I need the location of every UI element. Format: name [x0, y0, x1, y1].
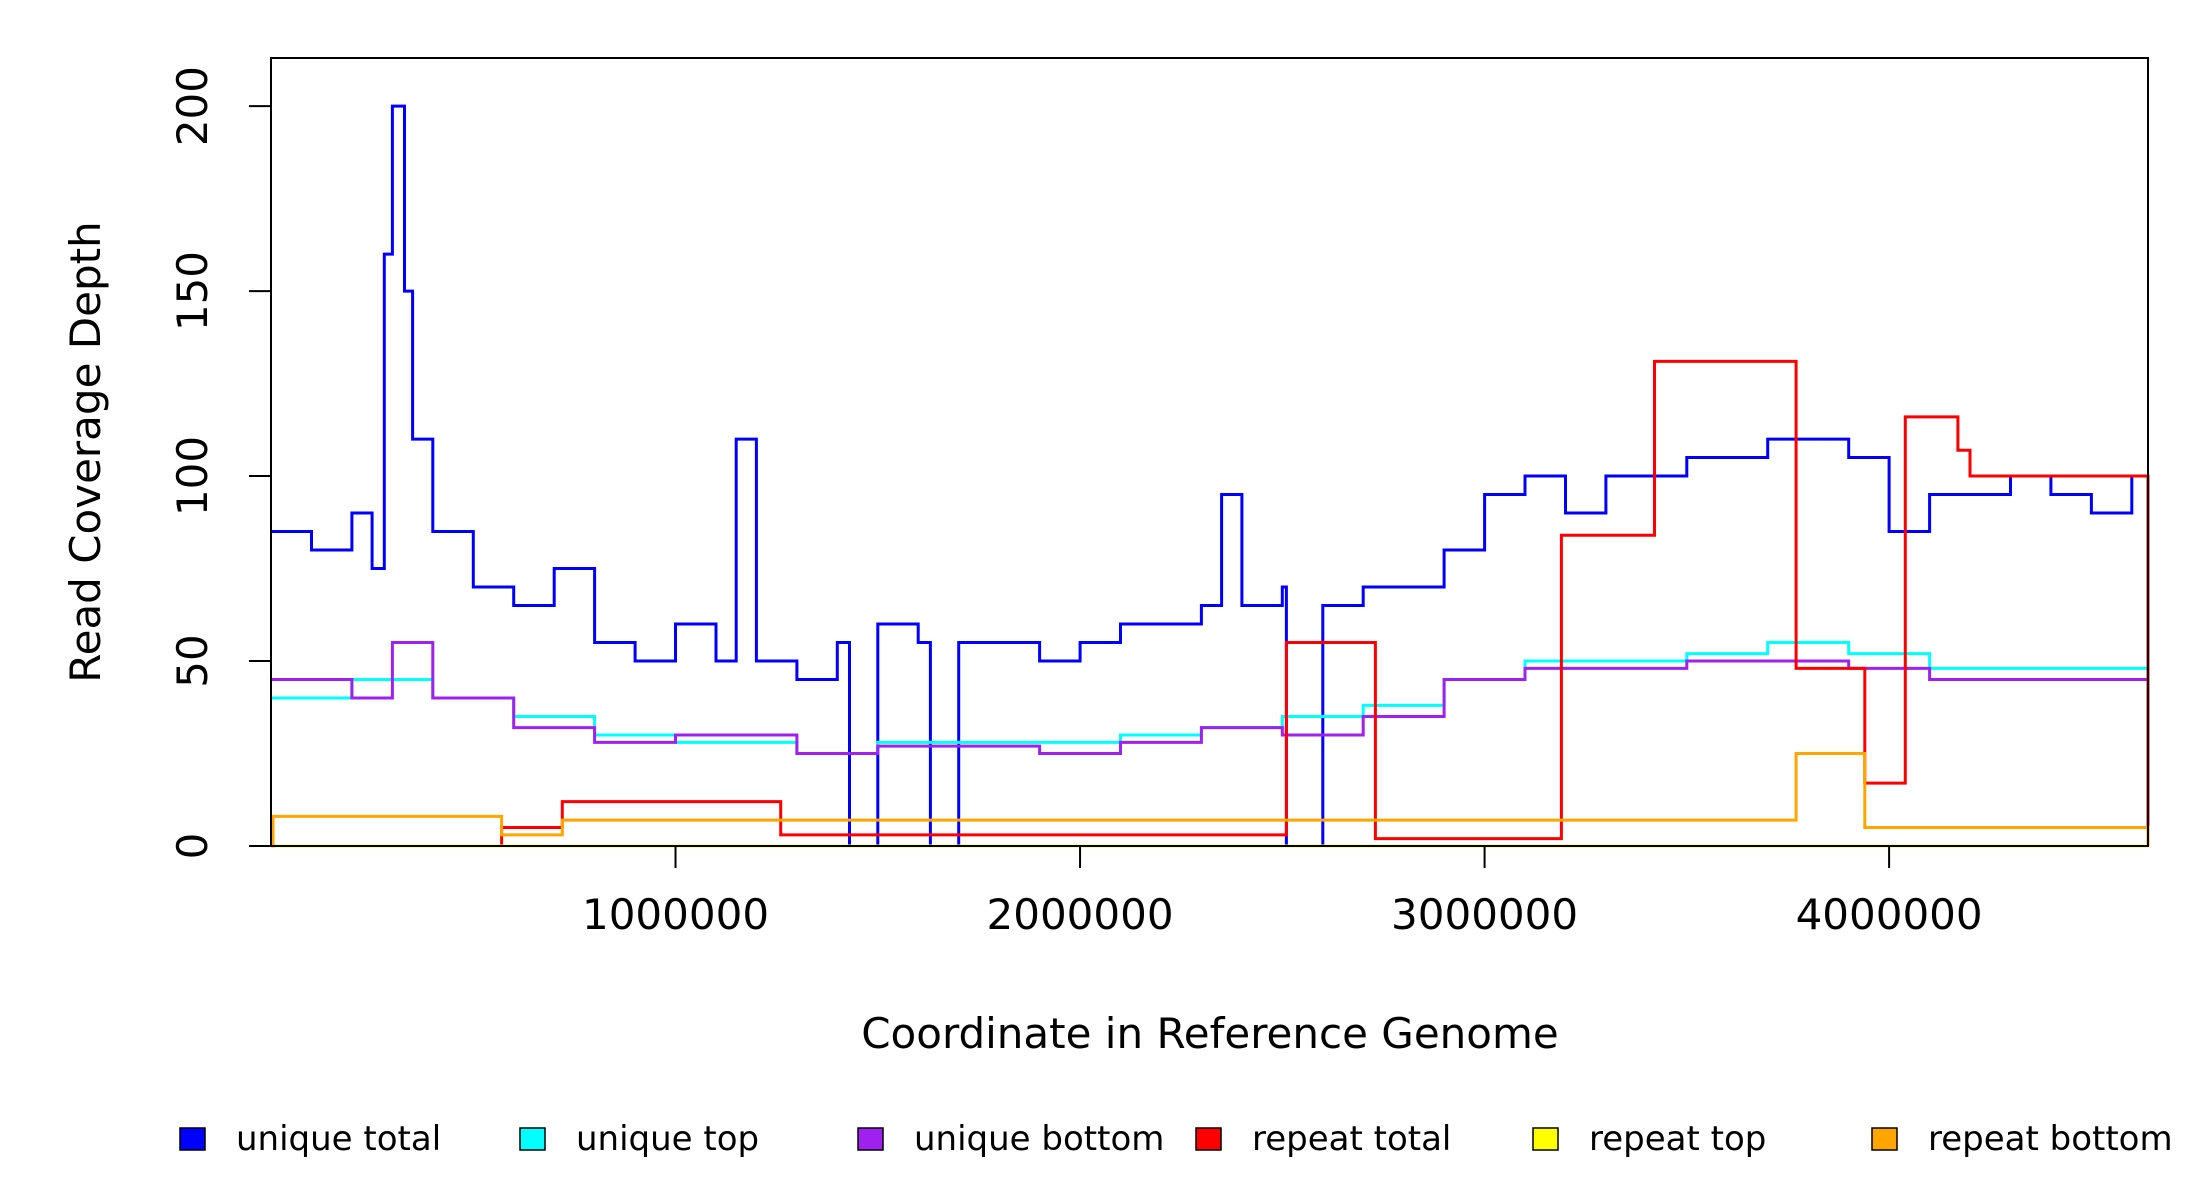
legend-item-repeat-bottom: repeat bottom [1871, 1119, 2173, 1159]
plot-frame [270, 57, 2149, 847]
series-layer [271, 104, 2150, 848]
legend-item-repeat-total: repeat total [1195, 1119, 1451, 1159]
legend-swatch [1532, 1127, 1559, 1151]
unique-top-series-line [271, 641, 2150, 755]
legend-swatch [1871, 1127, 1898, 1151]
x-tick-label: 1000000 [582, 890, 769, 939]
y-tick-label: 0 [168, 833, 217, 860]
legend-label: unique bottom [914, 1119, 1164, 1159]
repeat-bottom-series-line [271, 752, 2150, 848]
repeat-total-series-line [271, 359, 2150, 848]
legend-swatch [179, 1127, 206, 1151]
legend-swatch [1195, 1127, 1222, 1151]
unique-bottom-series-line [271, 641, 2148, 755]
y-tick-label: 150 [168, 251, 217, 331]
legend: unique total unique top unique bottom repea… [179, 1119, 2173, 1159]
x-tick-label: 2000000 [987, 890, 1174, 939]
legend-label: unique top [576, 1119, 759, 1159]
legend-item-unique-total: unique total [179, 1119, 441, 1159]
x-axis: 1000000 2000000 3000000 4000000 [582, 846, 1983, 939]
unique-total-series-line [271, 104, 2150, 848]
x-axis-label: Coordinate in Reference Genome [861, 1009, 1559, 1058]
x-tick-label: 4000000 [1796, 890, 1983, 939]
y-tick-label: 50 [168, 634, 217, 687]
legend-item-unique-top: unique top [519, 1119, 759, 1159]
y-axis-label: Read Coverage Depth [61, 221, 110, 682]
legend-swatch [519, 1127, 546, 1151]
legend-label: repeat bottom [1928, 1119, 2173, 1159]
legend-swatch [857, 1127, 884, 1151]
y-tick-label: 200 [168, 66, 217, 146]
x-tick-label: 3000000 [1391, 890, 1578, 939]
legend-label: unique total [236, 1119, 441, 1159]
legend-label: repeat top [1589, 1119, 1766, 1159]
legend-item-repeat-top: repeat top [1532, 1119, 1766, 1159]
legend-item-unique-bottom: unique bottom [857, 1119, 1164, 1159]
legend-label: repeat total [1252, 1119, 1451, 1159]
y-axis: 0 50 100 150 200 [168, 66, 271, 859]
y-tick-label: 100 [168, 436, 217, 516]
